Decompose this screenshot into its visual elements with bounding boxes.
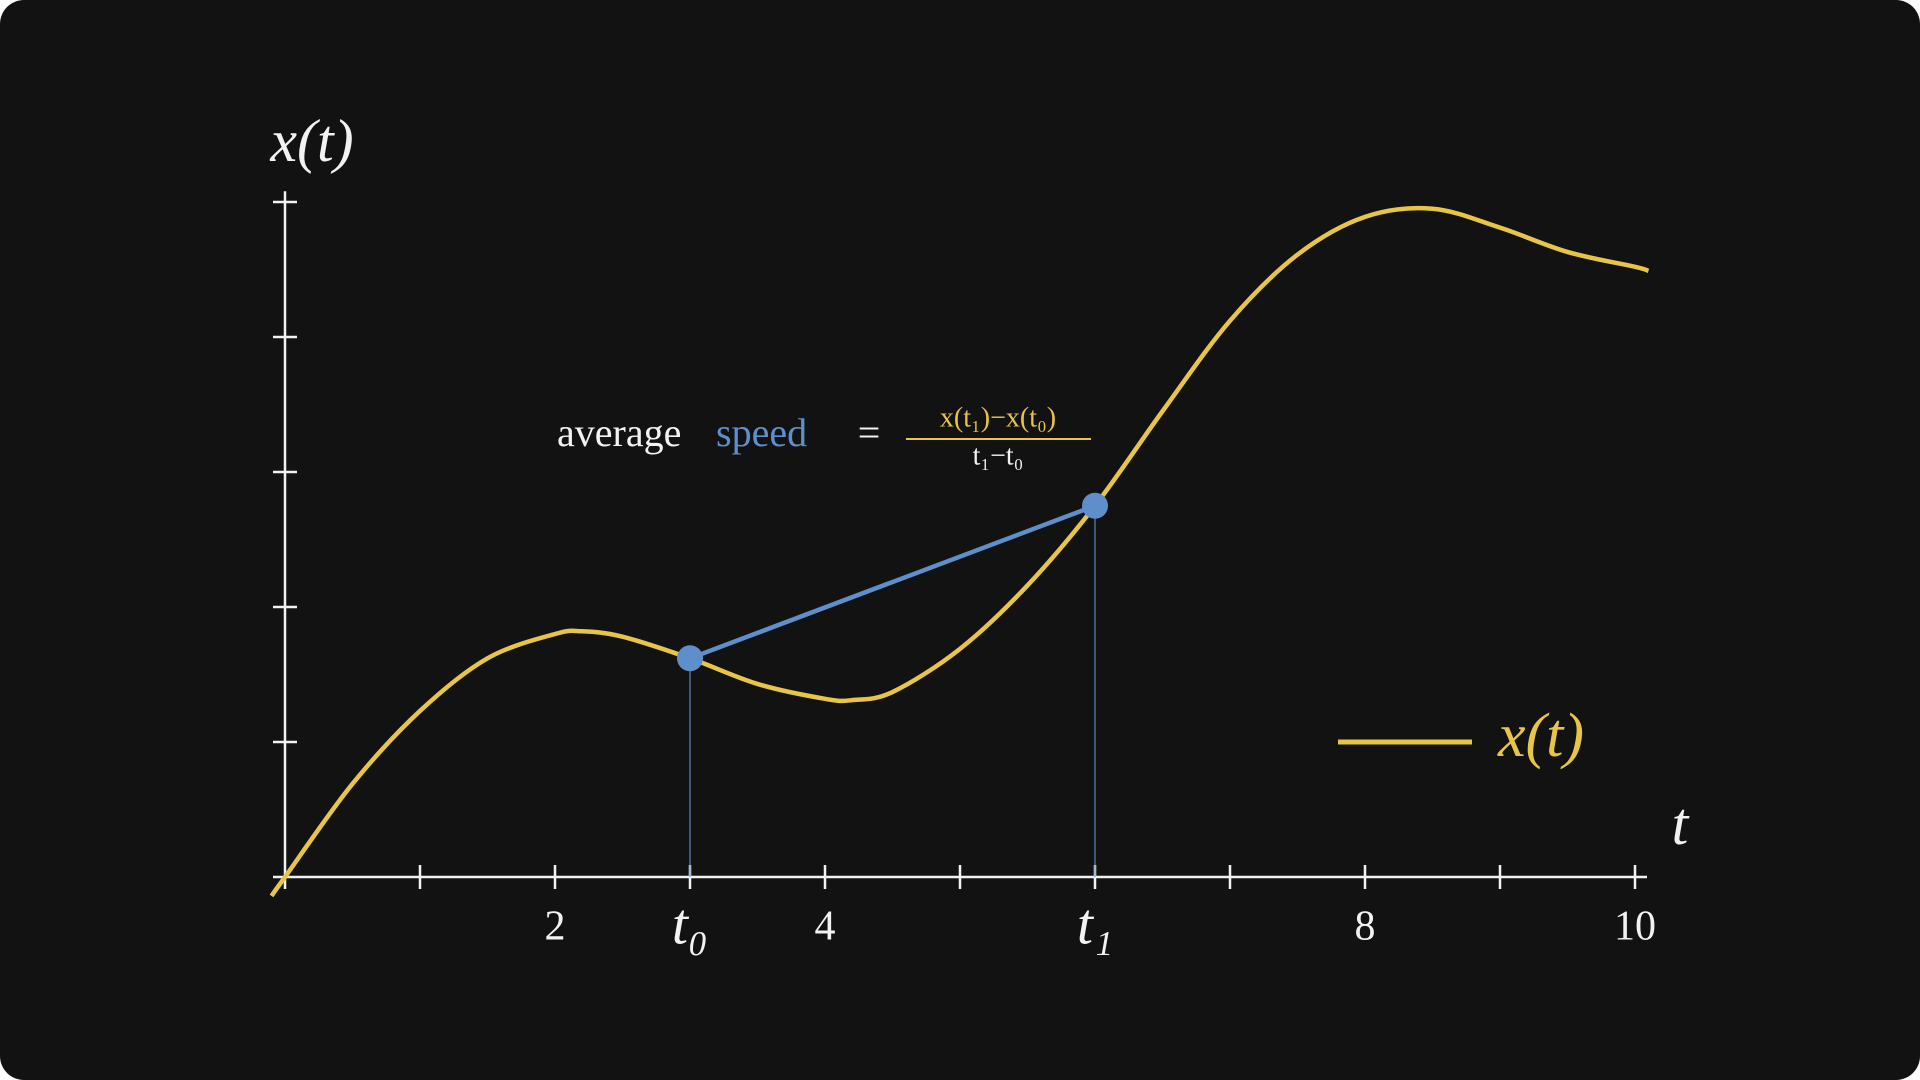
annotation-numerator: x(t₁)−x(t₀) xyxy=(940,402,1056,433)
data-line xyxy=(269,205,1650,898)
x-tick-label: 10 xyxy=(1614,904,1656,950)
x-tick-label: t₁ xyxy=(1077,891,1113,956)
legend-label: x(t) xyxy=(1497,702,1584,770)
annotation-denominator: t₁−t₀ xyxy=(973,440,1024,471)
annotation-highlight: speed xyxy=(716,410,807,455)
secant-line xyxy=(689,503,1096,661)
x-tick-label: 8 xyxy=(1355,904,1376,950)
secant-point xyxy=(1082,492,1108,519)
x-tick-label: 4 xyxy=(815,904,836,950)
annotation-text: average xyxy=(557,410,681,455)
x-axis-label: t xyxy=(1672,791,1690,857)
x-tick-label: t₀ xyxy=(672,891,708,956)
y-axis-label: x(t) xyxy=(269,108,353,174)
secant-point xyxy=(677,645,703,672)
x-tick-label: 2 xyxy=(545,904,566,950)
annotation-equals: = xyxy=(858,410,881,455)
